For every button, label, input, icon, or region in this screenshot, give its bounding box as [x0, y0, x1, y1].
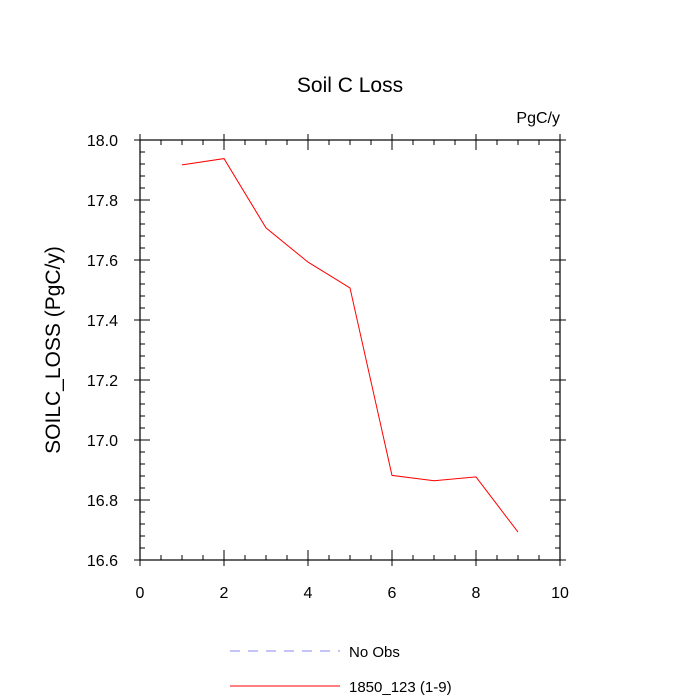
y-tick-label: 17.2	[87, 373, 118, 390]
legend-label: 1850_123 (1-9)	[349, 679, 452, 696]
legend: No Obs 1850_123 (1-9)	[230, 644, 452, 696]
plot-lines	[181, 158, 519, 533]
y-tick-label: 16.6	[87, 553, 118, 570]
y-tick-label: 17.8	[87, 193, 118, 210]
x-tick-label: 0	[136, 585, 145, 602]
plot-frame	[139, 139, 561, 561]
y-tick-label: 16.8	[87, 493, 118, 510]
x-tick-label: 10	[551, 585, 569, 602]
units-label: PgC/y	[516, 110, 560, 127]
y-tick-label: 17.0	[87, 433, 118, 450]
axis-tick-labels: 0 2 4 6 8 10 16.6 16.8 17.0 17.2 17.4 17.6 17.8 18.0	[87, 133, 569, 602]
axis-ticks	[134, 134, 566, 566]
y-tick-label: 18.0	[87, 133, 118, 150]
x-tick-label: 2	[220, 585, 229, 602]
legend-label: No Obs	[349, 644, 400, 661]
x-tick-label: 4	[304, 585, 313, 602]
chart-title: Soil C Loss	[297, 74, 403, 97]
y-tick-label: 17.4	[87, 313, 118, 330]
series-line	[181, 158, 519, 533]
x-tick-label: 8	[472, 585, 481, 602]
x-tick-label: 6	[388, 585, 397, 602]
y-axis-label: SOILC_LOSS (PgC/y)	[42, 246, 65, 454]
y-tick-label: 17.6	[87, 253, 118, 270]
